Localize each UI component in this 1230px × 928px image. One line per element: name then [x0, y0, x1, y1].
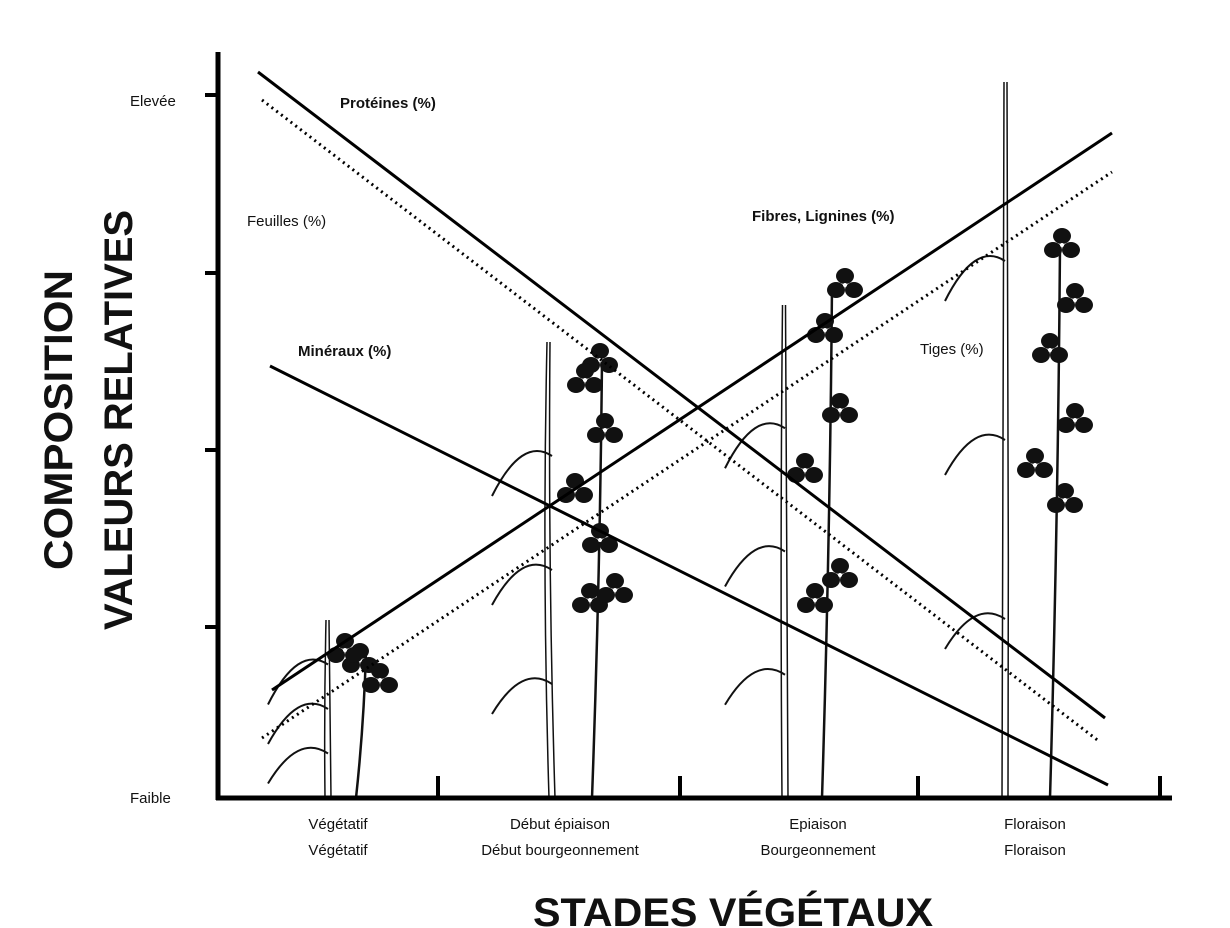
stage-label: Végétatif: [308, 816, 368, 833]
clover-leaflet: [1047, 497, 1065, 513]
y-low-label: Faible: [130, 790, 171, 807]
line-label: Protéines (%): [340, 95, 436, 112]
clover-leaflet: [327, 647, 345, 663]
clover-center: [803, 468, 807, 472]
clover-leaflet: [1066, 283, 1084, 299]
clover-leaflet: [831, 393, 849, 409]
clover-center: [1073, 418, 1077, 422]
clover-leaflet: [1056, 483, 1074, 499]
clover-leaflet: [596, 413, 614, 429]
diagram: Elevée Faible COMPOSITION VALEURS RELATI…: [0, 0, 1230, 928]
clover-center: [1048, 348, 1052, 352]
clover-leaflet: [796, 453, 814, 469]
clover-leaflet: [1057, 297, 1075, 313]
clover-leaflet: [572, 597, 590, 613]
y-title-2: VALEURS RELATIVES: [97, 210, 141, 630]
clover-leaflet: [587, 427, 605, 443]
line-label: Fibres, Lignines (%): [752, 208, 895, 225]
clover-leaflet: [567, 377, 585, 393]
stage-label: Début épiaison: [510, 816, 610, 833]
line-label: Feuilles (%): [247, 213, 326, 230]
clover-leaflet: [582, 537, 600, 553]
clover-leaflet: [797, 597, 815, 613]
clover-leaflet: [845, 282, 863, 298]
clover-leaflet: [576, 363, 594, 379]
stage-label: Début bourgeonnement: [481, 842, 639, 859]
clover-leaflet: [806, 583, 824, 599]
stage-label: Epiaison: [789, 816, 847, 833]
clover-leaflet: [831, 558, 849, 574]
clover-leaflet: [581, 583, 599, 599]
clover-leaflet: [1026, 448, 1044, 464]
line-label: Tiges (%): [920, 341, 984, 358]
line-label: Minéraux (%): [298, 343, 391, 360]
clover-center: [823, 328, 827, 332]
clover-leaflet: [591, 343, 609, 359]
clover-leaflet: [840, 572, 858, 588]
clover-leaflet: [606, 573, 624, 589]
clover-center: [588, 598, 592, 602]
clover-leaflet: [815, 597, 833, 613]
clover-leaflet: [585, 377, 603, 393]
clover-leaflet: [1035, 462, 1053, 478]
clover-leaflet: [345, 647, 363, 663]
clover-center: [598, 538, 602, 542]
clover-leaflet: [575, 487, 593, 503]
clover-leaflet: [1044, 242, 1062, 258]
y-high-label: Elevée: [130, 93, 176, 110]
clover-center: [613, 588, 617, 592]
stage-label: Végétatif: [308, 842, 368, 859]
clover-leaflet: [1050, 347, 1068, 363]
clover-leaflet: [1066, 403, 1084, 419]
clover-center: [343, 648, 347, 652]
clover-leaflet: [822, 407, 840, 423]
stage-label: Floraison: [1004, 816, 1066, 833]
clover-leaflet: [1062, 242, 1080, 258]
clover-leaflet: [1075, 297, 1093, 313]
clover-leaflet: [827, 282, 845, 298]
y-title-1: COMPOSITION: [37, 270, 81, 570]
clover-center: [843, 283, 847, 287]
clover-leaflet: [605, 427, 623, 443]
clover-leaflet: [1075, 417, 1093, 433]
clover-leaflet: [1065, 497, 1083, 513]
clover-leaflet: [362, 677, 380, 693]
clover-leaflet: [1057, 417, 1075, 433]
clover-center: [1063, 498, 1067, 502]
clover-leaflet: [805, 467, 823, 483]
stage-label: Bourgeonnement: [760, 842, 876, 859]
clover-leaflet: [597, 587, 615, 603]
clover-leaflet: [1017, 462, 1035, 478]
x-title: STADES VÉGÉTAUX: [533, 890, 933, 928]
clover-leaflet: [1032, 347, 1050, 363]
stage-label: Floraison: [1004, 842, 1066, 859]
clover-center: [378, 678, 382, 682]
clover-center: [1033, 463, 1037, 467]
clover-center: [838, 573, 842, 577]
clover-center: [1073, 298, 1077, 302]
clover-leaflet: [836, 268, 854, 284]
clover-leaflet: [822, 572, 840, 588]
clover-leaflet: [1041, 333, 1059, 349]
clover-leaflet: [380, 677, 398, 693]
clover-center: [838, 408, 842, 412]
clover-leaflet: [825, 327, 843, 343]
clover-center: [583, 378, 587, 382]
clover-center: [603, 428, 607, 432]
clover-leaflet: [840, 407, 858, 423]
clover-leaflet: [615, 587, 633, 603]
clover-leaflet: [1053, 228, 1071, 244]
clover-center: [1060, 243, 1064, 247]
clover-center: [813, 598, 817, 602]
